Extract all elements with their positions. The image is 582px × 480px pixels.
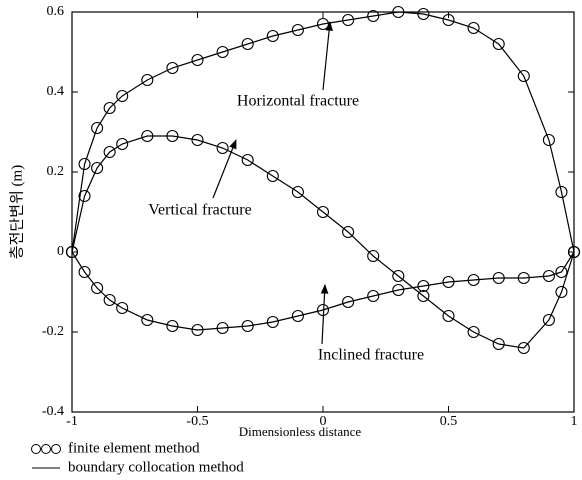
x-tick-label: 0.5 [440, 414, 458, 429]
data-point [316, 17, 330, 31]
y-tick-label: 0.6 [47, 4, 65, 19]
data-point [91, 161, 104, 175]
data-point [103, 145, 116, 159]
data-point [291, 185, 304, 199]
legend-label: boundary collocation method [68, 459, 244, 475]
annotation: Vertical fracture [148, 202, 251, 219]
data-point [116, 301, 129, 315]
y-tick-label: 0.4 [47, 84, 65, 99]
legend-symbol [41, 444, 51, 454]
data-point [103, 101, 116, 115]
data-point [191, 133, 204, 147]
data-point [417, 289, 430, 303]
data-point [492, 337, 505, 351]
x-tick-label: -0.5 [186, 414, 208, 429]
data-point [91, 281, 104, 295]
data-point [517, 69, 530, 83]
data-point [417, 279, 430, 293]
data-point [241, 37, 254, 51]
data-point [316, 303, 330, 317]
y-tick-label: 0 [57, 244, 64, 259]
data-point [492, 37, 505, 51]
x-tick-label: -1 [66, 414, 78, 429]
data-point [266, 29, 279, 43]
data-point [517, 341, 530, 355]
arrow [320, 284, 329, 345]
legend-label: finite element method [68, 440, 200, 456]
legend-symbol [51, 444, 61, 454]
data-point [467, 21, 480, 35]
arrow [212, 139, 237, 199]
x-tick-label: 0 [320, 414, 327, 429]
x-tick-label: 1 [571, 414, 578, 429]
data-point [342, 295, 355, 309]
data-point [166, 319, 179, 333]
data-point [291, 23, 304, 37]
annotation: Horizontal fracture [237, 93, 359, 110]
y-axis-label: 층전단변위 (m) [8, 165, 25, 259]
data-point [116, 89, 129, 103]
data-point [241, 153, 254, 167]
data-point [291, 309, 304, 323]
data-point [542, 313, 555, 327]
y-tick-label: -0.4 [42, 404, 64, 419]
data-point [78, 265, 91, 279]
data-point [266, 169, 279, 183]
data-point [141, 73, 154, 87]
data-point [216, 45, 229, 59]
data-point [555, 285, 568, 299]
data-point [542, 133, 555, 147]
data-point [555, 185, 568, 199]
data-point [191, 53, 204, 67]
y-tick-label: 0.2 [47, 164, 65, 179]
data-point [442, 309, 455, 323]
legend: finite element method boundary collocati… [31, 440, 244, 475]
series-line [71, 135, 575, 349]
annotation-arrows [212, 21, 333, 345]
annotation: Inclined fracture [318, 347, 424, 364]
arrow [322, 21, 333, 91]
series-line [71, 11, 575, 253]
data-point [91, 121, 104, 135]
data-point [467, 325, 480, 339]
x-axis-label: Dimensionless distance [239, 424, 362, 439]
data-point [316, 205, 330, 219]
y-tick-label: -0.2 [42, 324, 64, 339]
data-point [367, 289, 380, 303]
legend-symbol [31, 444, 41, 454]
data-point [78, 189, 91, 203]
data-point [216, 141, 229, 155]
data-point [442, 13, 455, 27]
data-point [567, 245, 581, 259]
data-point [116, 137, 129, 151]
data-point [78, 157, 91, 171]
data-point [103, 293, 116, 307]
data-point [141, 313, 154, 327]
data-point [266, 315, 279, 329]
data-point [65, 245, 79, 259]
data-point [392, 283, 405, 297]
data-point [367, 249, 380, 263]
data-point [555, 265, 568, 279]
data-point [342, 13, 355, 27]
data-point [166, 61, 179, 75]
data-point [342, 225, 355, 239]
series-line [71, 251, 575, 331]
data-point [392, 269, 405, 283]
data-point [367, 9, 380, 23]
